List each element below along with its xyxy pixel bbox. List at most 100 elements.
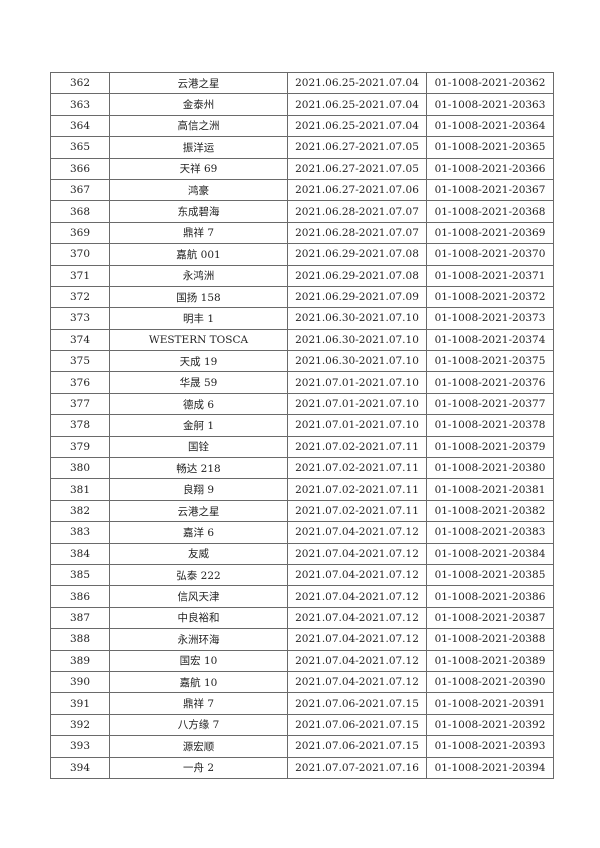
row-number-cell: 375 (50, 350, 110, 373)
row-number-cell: 385 (50, 563, 110, 587)
certificate-number-cell: 01-1008-2021-20388 (426, 628, 554, 651)
row-number-cell: 371 (50, 264, 110, 287)
row-number-cell: 373 (50, 307, 110, 330)
certificate-number-cell: 01-1008-2021-20390 (426, 670, 554, 694)
certificate-number-cell: 01-1008-2021-20373 (426, 307, 554, 330)
date-range-cell: 2021.06.29-2021.07.08 (287, 243, 427, 266)
certificate-number-cell: 01-1008-2021-20365 (426, 136, 554, 159)
table-row: 391 鼎祥 7 2021.07.06-2021.07.15 01-1008-2021… (50, 692, 554, 715)
date-range-cell: 2021.06.27-2021.07.06 (287, 178, 427, 202)
certificate-number-cell: 01-1008-2021-20393 (426, 735, 554, 758)
certificate-number-cell: 01-1008-2021-20389 (426, 649, 554, 672)
row-number-cell: 365 (50, 136, 110, 159)
date-range-cell: 2021.06.25-2021.07.04 (287, 93, 427, 116)
row-number-cell: 388 (50, 628, 110, 651)
vessel-name-cell: 明丰 1 (109, 307, 288, 330)
vessel-name-cell: 国扬 158 (109, 285, 288, 309)
table-row: 363 金泰州 2021.06.25-2021.07.04 01-1008-2021-… (50, 93, 554, 116)
certificate-number-cell: 01-1008-2021-20382 (426, 499, 554, 523)
vessel-name-cell: 天祥 69 (109, 157, 288, 180)
row-number-cell: 381 (50, 478, 110, 501)
vessel-name-cell: 国宏 10 (109, 649, 288, 672)
vessel-name-cell: 金泰州 (109, 93, 288, 116)
date-range-cell: 2021.07.02-2021.07.11 (287, 478, 427, 501)
vessel-name-cell: 国铨 (109, 435, 288, 459)
certificate-number-cell: 01-1008-2021-20374 (426, 328, 554, 352)
row-number-cell: 389 (50, 649, 110, 672)
row-number-cell: 374 (50, 328, 110, 352)
certificate-number-cell: 01-1008-2021-20386 (426, 585, 554, 608)
vessel-name-cell: 源宏顺 (109, 735, 288, 758)
row-number-cell: 362 (50, 71, 110, 95)
table-row: 394 一舟 2 2021.07.07-2021.07.16 01-1008-2021… (50, 756, 554, 779)
date-range-cell: 2021.07.02-2021.07.11 (287, 457, 427, 480)
row-number-cell: 393 (50, 735, 110, 758)
row-number-cell: 363 (50, 93, 110, 116)
table-row: 380 畅达 218 2021.07.02-2021.07.11 01-1008-20… (50, 457, 554, 480)
table-row: 376 华晟 59 2021.07.01-2021.07.10 01-1008-202… (50, 371, 554, 394)
vessel-name-cell: WESTERN TOSCA (109, 328, 288, 352)
table-row: 382 云港之星 2021.07.02-2021.07.11 01-1008-2021… (50, 499, 554, 523)
row-number-cell: 391 (50, 692, 110, 715)
certificate-number-cell: 01-1008-2021-20364 (426, 114, 554, 138)
vessel-name-cell: 振洋运 (109, 136, 288, 159)
vessel-name-cell: 德成 6 (109, 392, 288, 416)
date-range-cell: 2021.07.06-2021.07.15 (287, 735, 427, 758)
row-number-cell: 384 (50, 542, 110, 565)
certificate-number-cell: 01-1008-2021-20375 (426, 350, 554, 373)
date-range-cell: 2021.06.30-2021.07.10 (287, 328, 427, 352)
certificate-number-cell: 01-1008-2021-20381 (426, 478, 554, 501)
date-range-cell: 2021.06.27-2021.07.05 (287, 136, 427, 159)
vessel-name-cell: 鼎祥 7 (109, 221, 288, 245)
table-row: 378 金舸 1 2021.07.01-2021.07.10 01-1008-2021… (50, 414, 554, 437)
record-table: 362 云港之星 2021.06.25-2021.07.04 01-1008-2021… (50, 71, 554, 779)
row-number-cell: 379 (50, 435, 110, 459)
date-range-cell: 2021.07.04-2021.07.12 (287, 521, 427, 544)
table-row: 371 永鸿洲 2021.06.29-2021.07.08 01-1008-2021-… (50, 264, 554, 287)
certificate-number-cell: 01-1008-2021-20385 (426, 563, 554, 587)
row-number-cell: 376 (50, 371, 110, 394)
date-range-cell: 2021.07.02-2021.07.11 (287, 435, 427, 459)
date-range-cell: 2021.06.25-2021.07.04 (287, 71, 427, 95)
table-row: 385 弘泰 222 2021.07.04-2021.07.12 01-1008-20… (50, 563, 554, 587)
vessel-name-cell: 嘉航 001 (109, 243, 288, 266)
certificate-number-cell: 01-1008-2021-20379 (426, 435, 554, 459)
date-range-cell: 2021.07.04-2021.07.12 (287, 542, 427, 565)
table-row: 384 友威 2021.07.04-2021.07.12 01-1008-2021-2… (50, 542, 554, 565)
table-row: 389 国宏 10 2021.07.04-2021.07.12 01-1008-202… (50, 649, 554, 672)
row-number-cell: 372 (50, 285, 110, 309)
vessel-name-cell: 畅达 218 (109, 457, 288, 480)
vessel-name-cell: 中良裕和 (109, 606, 288, 630)
row-number-cell: 383 (50, 521, 110, 544)
table-row: 379 国铨 2021.07.02-2021.07.11 01-1008-2021-2… (50, 435, 554, 459)
certificate-number-cell: 01-1008-2021-20378 (426, 414, 554, 437)
date-range-cell: 2021.07.06-2021.07.15 (287, 692, 427, 715)
date-range-cell: 2021.07.01-2021.07.10 (287, 414, 427, 437)
date-range-cell: 2021.06.29-2021.07.09 (287, 285, 427, 309)
row-number-cell: 369 (50, 221, 110, 245)
row-number-cell: 370 (50, 243, 110, 266)
table-row: 367 鸿豪 2021.06.27-2021.07.06 01-1008-2021-2… (50, 178, 554, 202)
vessel-name-cell: 友威 (109, 542, 288, 565)
certificate-number-cell: 01-1008-2021-20363 (426, 93, 554, 116)
row-number-cell: 386 (50, 585, 110, 608)
certificate-number-cell: 01-1008-2021-20376 (426, 371, 554, 394)
vessel-name-cell: 金舸 1 (109, 414, 288, 437)
certificate-number-cell: 01-1008-2021-20372 (426, 285, 554, 309)
certificate-number-cell: 01-1008-2021-20367 (426, 178, 554, 202)
table-row: 387 中良裕和 2021.07.04-2021.07.12 01-1008-2021… (50, 606, 554, 630)
table-row: 365 振洋运 2021.06.27-2021.07.05 01-1008-2021-… (50, 136, 554, 159)
date-range-cell: 2021.07.04-2021.07.12 (287, 670, 427, 694)
row-number-cell: 367 (50, 178, 110, 202)
row-number-cell: 366 (50, 157, 110, 180)
vessel-name-cell: 永洲环海 (109, 628, 288, 651)
certificate-number-cell: 01-1008-2021-20362 (426, 71, 554, 95)
vessel-name-cell: 嘉航 10 (109, 670, 288, 694)
certificate-number-cell: 01-1008-2021-20392 (426, 713, 554, 737)
certificate-number-cell: 01-1008-2021-20377 (426, 392, 554, 416)
date-range-cell: 2021.07.04-2021.07.12 (287, 628, 427, 651)
date-range-cell: 2021.07.01-2021.07.10 (287, 392, 427, 416)
date-range-cell: 2021.07.04-2021.07.12 (287, 649, 427, 672)
table-body: 362 云港之星 2021.06.25-2021.07.04 01-1008-2021… (50, 71, 554, 779)
table-row: 369 鼎祥 7 2021.06.28-2021.07.07 01-1008-2021… (50, 221, 554, 245)
